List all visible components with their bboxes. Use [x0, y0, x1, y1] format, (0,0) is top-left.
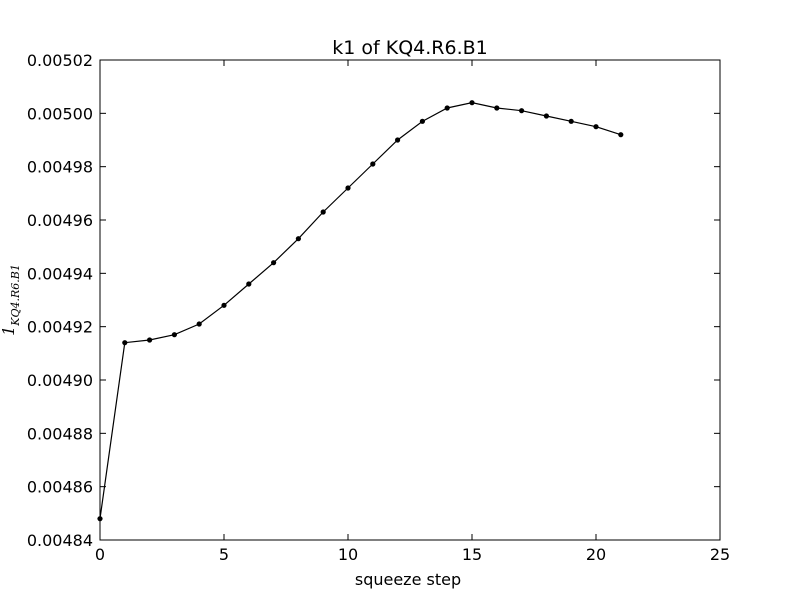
y-tick-label: 0.00490: [27, 371, 93, 390]
y-tick-label: 0.00496: [27, 211, 93, 230]
data-point: [196, 321, 202, 327]
data-point: [444, 105, 450, 111]
data-point: [469, 100, 475, 106]
series-line: [99, 102, 621, 519]
svg-text:1KQ4.R6.B1: 1KQ4.R6.B1: [0, 264, 22, 336]
x-tick-label: 10: [338, 545, 358, 564]
data-point: [618, 132, 624, 138]
x-tick-label: 20: [586, 545, 606, 564]
y-axis-label: 1KQ4.R6.B1: [0, 264, 22, 336]
data-point: [593, 124, 599, 130]
data-point: [271, 260, 277, 266]
y-axis-label-subscript: KQ4.R6.B1: [9, 264, 22, 327]
x-tick-label: 0: [95, 545, 105, 564]
y-tick-label: 0.00500: [27, 104, 93, 123]
data-point: [370, 161, 376, 167]
x-tick-label: 5: [219, 545, 229, 564]
y-axis-ticks: 0.00484 0.00486 0.00488 0.00490 0.00492 0.004…: [27, 51, 720, 550]
data-point: [320, 209, 326, 215]
chart-title: k1 of KQ4.R6.B1: [332, 37, 487, 59]
x-axis-ticks: 0 5 10 15 20 25: [95, 60, 730, 564]
x-tick-label: 25: [710, 545, 730, 564]
data-point: [221, 302, 227, 308]
y-tick-label: 0.00488: [27, 424, 93, 443]
x-axis-label: squeeze step: [355, 570, 461, 589]
data-point: [147, 337, 153, 343]
series-layer: [97, 100, 624, 522]
data-point: [494, 105, 500, 111]
data-point: [395, 137, 401, 143]
data-point: [419, 118, 425, 124]
y-tick-label: 0.00498: [27, 158, 93, 177]
data-point: [295, 236, 301, 242]
y-tick-label: 0.00494: [27, 264, 93, 283]
y-tick-label: 0.00492: [27, 318, 93, 337]
data-point: [519, 108, 525, 114]
data-point: [568, 118, 574, 124]
data-point: [345, 185, 351, 191]
data-point: [171, 332, 177, 338]
y-tick-label: 0.00486: [27, 478, 93, 497]
y-tick-label: 0.00484: [27, 531, 93, 550]
data-point: [122, 340, 128, 346]
data-point: [543, 113, 550, 119]
plot-frame: [99, 59, 721, 541]
x-tick-label: 15: [462, 545, 482, 564]
y-tick-label: 0.00502: [27, 51, 93, 70]
y-axis-label-base: 1: [0, 326, 18, 336]
data-point: [246, 281, 252, 287]
